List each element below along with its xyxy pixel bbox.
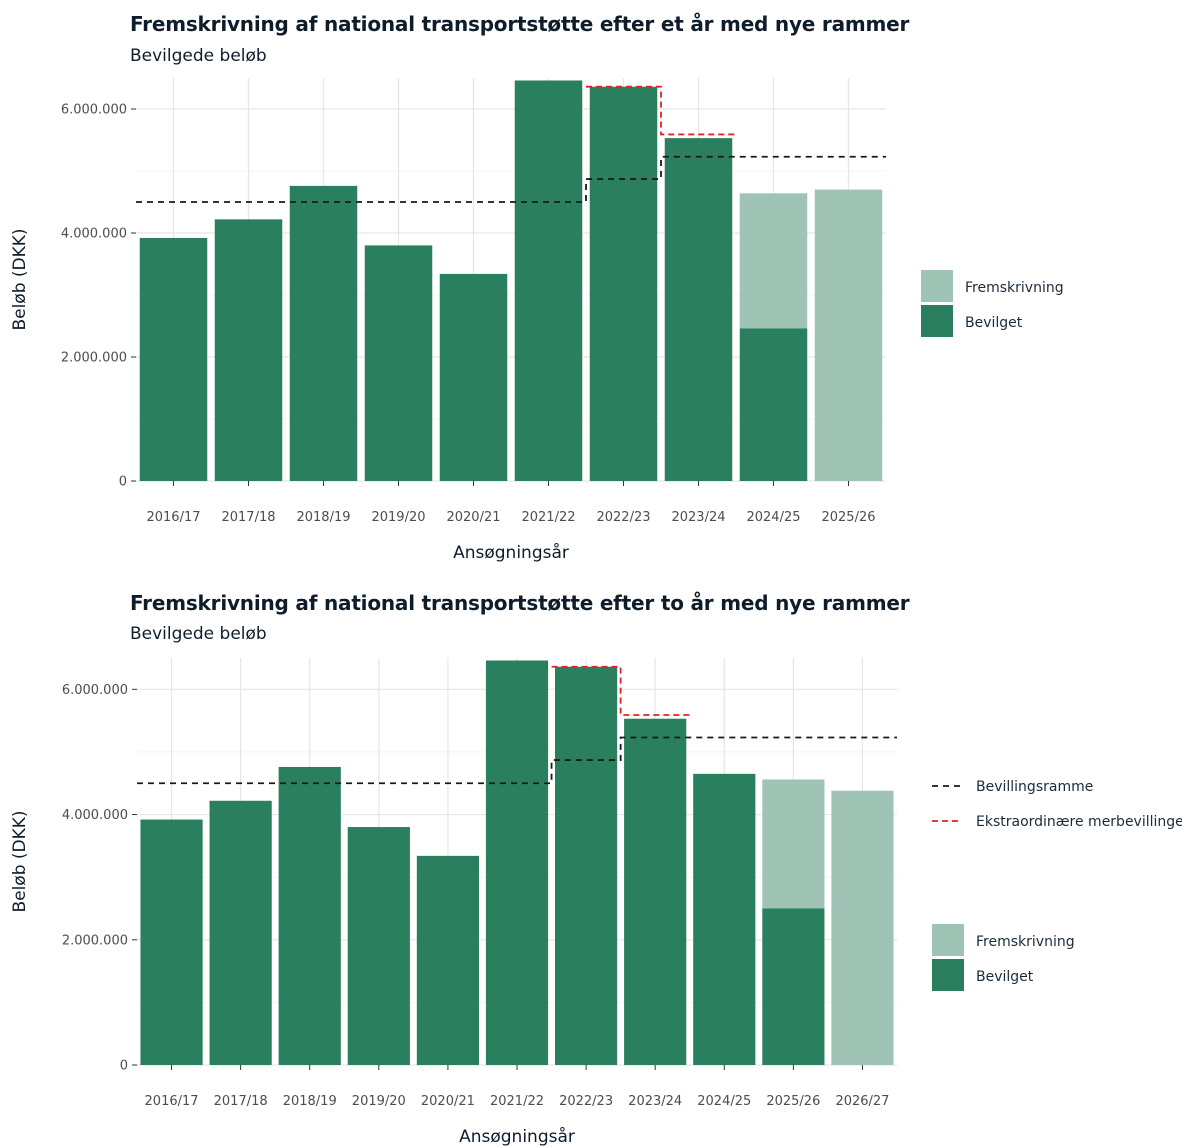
x-tick-label: 2020/21 xyxy=(421,1094,475,1109)
ekstraordinaere-line xyxy=(586,85,736,136)
y-axis-title: Beløb (DKK) xyxy=(10,228,30,330)
bar-bevilget xyxy=(416,855,479,1065)
x-tick-label: 2023/24 xyxy=(628,1094,682,1109)
x-tick-label: 2023/24 xyxy=(671,510,725,525)
bar-bevilget xyxy=(209,800,272,1065)
x-tick-label: 2021/22 xyxy=(521,510,575,525)
bar-bevilget xyxy=(693,773,756,1065)
y-tick-label: 6.000.000 xyxy=(61,103,127,118)
chart-svg: 0 2.000.000 4.000.000 6.000.000 2016/17 2017/… xyxy=(10,78,1064,563)
y-axis-title: Beløb (DKK) xyxy=(10,810,30,912)
x-tick-label: 2022/23 xyxy=(559,1094,613,1109)
bar-bevilget xyxy=(364,245,433,481)
legend-key-fremskrivning xyxy=(921,270,953,302)
bar-bevilget xyxy=(762,908,825,1065)
x-tick-label: 2024/25 xyxy=(746,510,800,525)
y-tick-label: 0 xyxy=(119,475,127,490)
legend-label: Bevilget xyxy=(965,315,1023,331)
legend-key-bevilget xyxy=(921,305,953,337)
y-tick-label: 4.000.000 xyxy=(62,808,128,823)
x-tick-label: 2016/17 xyxy=(146,510,200,525)
y-tick-label: 6.000.000 xyxy=(62,683,128,698)
bar-bevilget xyxy=(439,273,508,481)
x-tick-label: 2017/18 xyxy=(221,510,275,525)
y-tick-label: 2.000.000 xyxy=(61,351,127,366)
bar-bevilget xyxy=(664,138,733,481)
legend-label: Bevillingsramme xyxy=(976,779,1093,795)
x-tick-label: 2022/23 xyxy=(596,510,650,525)
bar-fremskrivning xyxy=(814,189,883,481)
x-tick-label: 2018/19 xyxy=(283,1094,337,1109)
bar-bevilget xyxy=(289,185,358,481)
x-tick-label: 2019/20 xyxy=(352,1094,406,1109)
bar-fremskrivning xyxy=(831,790,894,1065)
chart-title: Fremskrivning af national transportstøtt… xyxy=(130,12,910,36)
x-tick-label: 2018/19 xyxy=(296,510,350,525)
chart-subtitle: Bevilgede beløb xyxy=(130,46,267,66)
x-tick-label: 2021/22 xyxy=(490,1094,544,1109)
x-tick-label: 2026/27 xyxy=(835,1094,889,1109)
bar-bevilget xyxy=(514,80,583,481)
legend-label: Fremskrivning xyxy=(965,280,1064,296)
chart-panel-1: Fremskrivning af national transportstøtt… xyxy=(10,12,1064,563)
chart-title: Fremskrivning af national transportstøtt… xyxy=(130,591,910,615)
chart-svg: 0 2.000.000 4.000.000 6.000.000 2016/17 2017/… xyxy=(10,658,1182,1147)
legend-key-bevilget xyxy=(932,959,964,991)
y-tick-label: 2.000.000 xyxy=(62,933,128,948)
bar-bevilget xyxy=(739,328,808,481)
legend-label: Bevilget xyxy=(976,969,1034,985)
x-axis-title: Ansøgningsår xyxy=(453,542,569,563)
x-tick-label: 2024/25 xyxy=(697,1094,751,1109)
bar-bevilget xyxy=(140,819,203,1065)
x-tick-label: 2020/21 xyxy=(446,510,500,525)
x-tick-label: 2016/17 xyxy=(145,1094,199,1109)
chart-subtitle: Bevilgede beløb xyxy=(130,624,267,644)
x-tick-label: 2019/20 xyxy=(371,510,425,525)
x-tick-label: 2025/26 xyxy=(821,510,875,525)
y-tick-label: 0 xyxy=(120,1059,128,1074)
bar-bevilget xyxy=(214,219,283,482)
bar-bevilget xyxy=(278,766,341,1065)
bar-fremskrivning xyxy=(762,779,825,909)
y-tick-label: 4.000.000 xyxy=(61,227,127,242)
bar-bevilget xyxy=(555,666,618,1065)
bar-bevilget xyxy=(624,718,687,1065)
x-axis-title: Ansøgningsår xyxy=(459,1126,575,1147)
legend-key-fremskrivning xyxy=(932,924,964,956)
bar-bevilget xyxy=(347,827,410,1065)
x-tick-label: 2025/26 xyxy=(766,1094,820,1109)
legend-label: Fremskrivning xyxy=(976,934,1075,950)
bar-bevilget xyxy=(589,86,658,482)
chart-panel-2: Fremskrivning af national transportstøtt… xyxy=(0,578,1182,1147)
legend-label: Ekstraordinære merbevillinger xyxy=(976,814,1182,830)
ekstraordinaere-line xyxy=(551,665,690,716)
x-tick-label: 2017/18 xyxy=(214,1094,268,1109)
bar-bevilget xyxy=(139,237,208,481)
bar-fremskrivning xyxy=(739,193,808,329)
bar-bevilget xyxy=(485,660,549,1065)
